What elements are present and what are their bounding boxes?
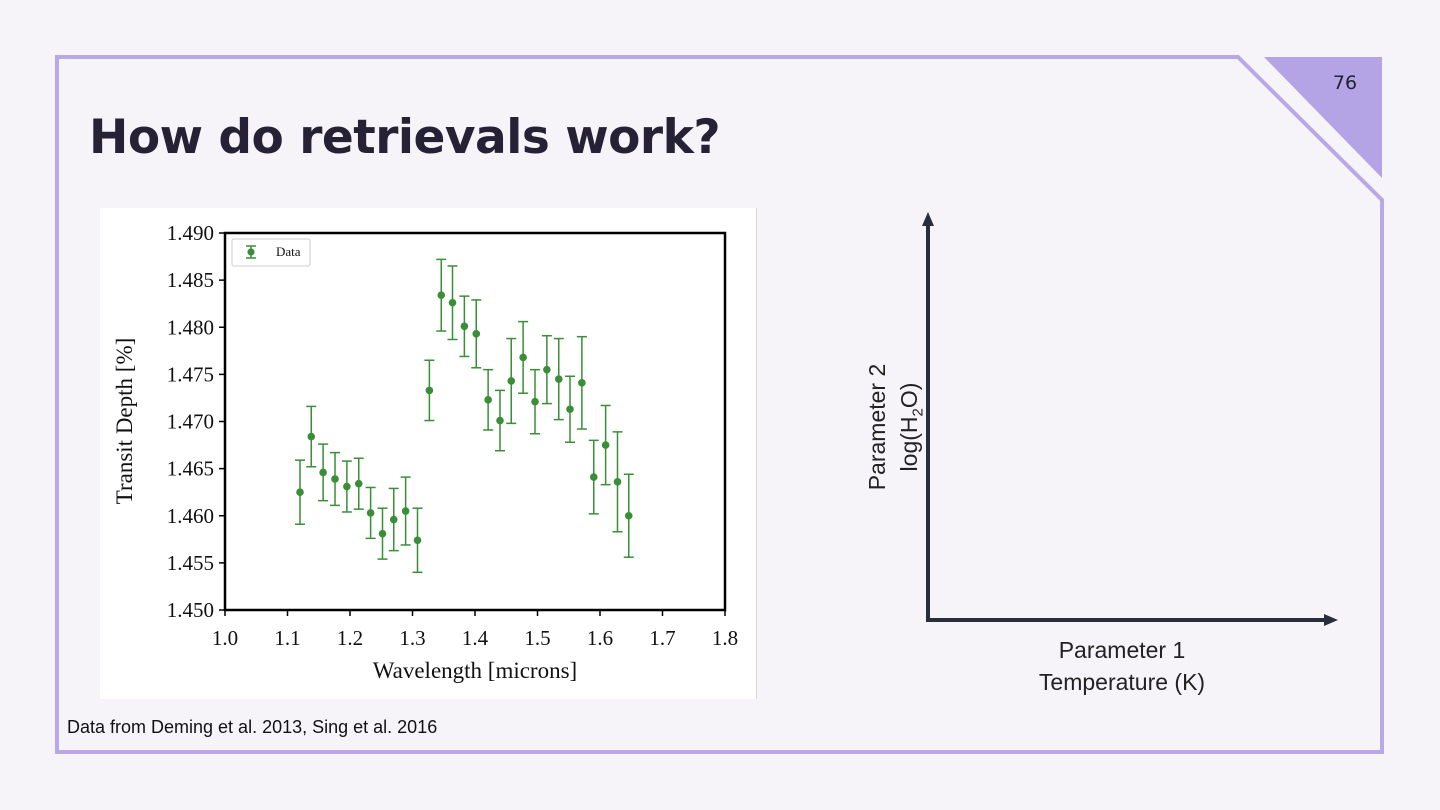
data-point [448,298,457,307]
data-point [624,511,633,520]
data-point [589,473,598,481]
data-point [307,432,316,441]
data-point [519,353,527,362]
data-point [460,322,469,331]
data-point [389,515,398,524]
data-point [531,397,539,406]
x-tick-label: 1.8 [712,626,738,650]
y-tick-label: 1.480 [167,315,214,339]
page-number: 76 [1332,72,1358,94]
data-point [425,386,434,395]
x-parameter-label: Parameter 1 Temperature (K) [962,634,1282,698]
y-parameter-detail: log(H2O) [896,382,927,472]
data-point [401,507,410,515]
x-tick-label: 1.1 [274,626,300,650]
data-point [543,365,551,374]
y-parameter-name: Parameter 2 [864,363,890,491]
data-point [366,509,375,517]
page-corner-accent [1264,57,1382,178]
transit-depth-chart: 1.0 1.1 1.2 1.3 1.4 1.5 1.6 1.7 1.8 1.450 1.455 1.4… [100,208,757,699]
data-point [331,475,339,483]
data-point [413,536,422,545]
data-point [472,330,481,338]
y-tick-label: 1.450 [167,598,214,622]
data-point [437,291,446,300]
y-tick-label: 1.465 [167,457,214,481]
legend-label: Data [276,244,301,259]
x-tick-label: 1.6 [587,626,613,650]
plot-frame [223,231,727,612]
data-point [566,405,574,414]
y-axis-arrowhead [922,212,934,226]
data-point [354,479,363,488]
y-axis-label: Transit Depth [%] [112,338,137,505]
y-tick-label: 1.475 [167,362,214,386]
data-point [613,478,622,486]
y-parameter-label: Parameter 2 log(H2O) [861,247,927,607]
y-tick-label: 1.455 [167,551,214,575]
x-axis-label: Wavelength [microns] [373,658,577,683]
y-tick-label: 1.485 [167,268,214,292]
x-tick-label: 1.3 [399,626,425,650]
data-point [378,529,387,538]
x-parameter-detail: Temperature (K) [1038,669,1206,695]
data-point [484,396,492,404]
x-tick-label: 1.5 [524,626,550,650]
x-tick-label: 1.2 [337,626,363,650]
data-source-caption: Data from Deming et al. 2013, Sing et al… [67,717,438,737]
x-parameter-name: Parameter 1 [1058,637,1186,663]
x-tick-label: 1.0 [212,626,238,650]
data-point [507,377,516,385]
slide-border [55,55,1384,754]
y-tick-label: 1.490 [167,221,214,245]
x-tick-label: 1.7 [649,626,675,650]
chart-legend: Data [231,238,311,267]
y-tick-label: 1.460 [167,504,214,528]
x-axis-arrowhead [1324,614,1338,626]
parameter-axes-diagram [922,212,1338,626]
slide-title: How do retrievals work? [89,110,721,165]
y-tick-label: 1.470 [167,410,214,434]
data-point [554,375,563,383]
data-point [601,441,610,449]
legend-marker-dot [247,248,255,256]
data-point [343,482,351,491]
data-point [578,379,586,387]
data-point [496,416,504,425]
x-tick-label: 1.4 [462,626,489,650]
data-point [296,488,304,496]
chart-svg: 1.0 1.1 1.2 1.3 1.4 1.5 1.6 1.7 1.8 1.450 1.455 1.4… [112,221,738,683]
data-point [319,468,327,477]
